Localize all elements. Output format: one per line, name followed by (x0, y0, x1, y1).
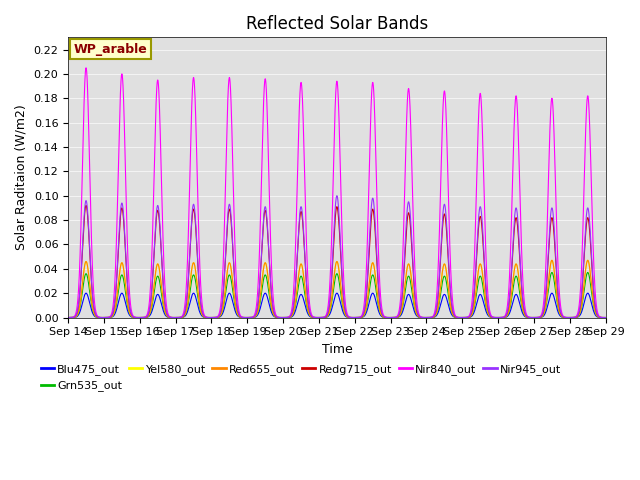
Redg715_out (64, 315, 72, 321)
Nir945_out (64, 315, 72, 321)
Grn535_out (64, 315, 72, 321)
Grn535_out (602, 315, 609, 321)
Line: Nir945_out: Nir945_out (68, 196, 605, 318)
Nir840_out (266, 194, 273, 200)
Red655_out (411, 304, 419, 310)
Grn535_out (488, 314, 495, 320)
Yel580_out (64, 315, 72, 321)
Nir945_out (333, 193, 340, 199)
Nir945_out (411, 291, 419, 297)
Nir945_out (600, 315, 607, 321)
Red655_out (602, 315, 609, 321)
Nir840_out (602, 315, 609, 321)
Blu475_out (64, 315, 72, 321)
Nir945_out (488, 314, 495, 320)
Red655_out (179, 314, 187, 320)
Nir945_out (494, 315, 502, 321)
Yel580_out (179, 314, 187, 320)
Grn535_out (179, 314, 187, 320)
Redg715_out (82, 203, 90, 208)
Nir840_out (82, 65, 90, 71)
Yel580_out (411, 304, 419, 310)
Line: Redg715_out: Redg715_out (68, 205, 605, 318)
Line: Blu475_out: Blu475_out (68, 293, 605, 318)
Grn535_out (266, 293, 273, 299)
Nir840_out (488, 313, 495, 319)
Redg715_out (266, 261, 273, 266)
Yel580_out (548, 257, 556, 263)
Nir945_out (602, 315, 609, 321)
Blu475_out (173, 315, 181, 321)
Nir840_out (530, 315, 538, 321)
Nir840_out (64, 315, 72, 321)
Red655_out (173, 315, 181, 321)
Nir840_out (173, 315, 181, 321)
Line: Grn535_out: Grn535_out (68, 273, 605, 318)
Nir945_out (179, 313, 187, 319)
Red655_out (136, 315, 143, 321)
Line: Red655_out: Red655_out (68, 260, 605, 318)
Red655_out (266, 287, 273, 293)
Blu475_out (412, 310, 419, 316)
Red655_out (488, 314, 495, 320)
Grn535_out (600, 315, 607, 321)
Blu475_out (488, 314, 495, 320)
Redg715_out (179, 313, 187, 319)
Grn535_out (411, 306, 419, 312)
Yel580_out (600, 315, 607, 321)
Redg715_out (488, 314, 495, 320)
Nir840_out (179, 311, 187, 317)
X-axis label: Time: Time (321, 343, 352, 356)
Redg715_out (173, 315, 181, 321)
Line: Nir840_out: Nir840_out (68, 68, 605, 318)
Yel580_out (602, 315, 609, 321)
Blu475_out (136, 315, 143, 321)
Blu475_out (602, 315, 609, 321)
Redg715_out (600, 315, 607, 321)
Title: Reflected Solar Bands: Reflected Solar Bands (246, 15, 428, 33)
Redg715_out (602, 315, 609, 321)
Yel580_out (136, 315, 143, 321)
Grn535_out (136, 315, 143, 321)
Legend: Blu475_out, Grn535_out, Yel580_out, Red655_out, Redg715_out, Nir840_out, Nir945_: Blu475_out, Grn535_out, Yel580_out, Red6… (36, 360, 566, 396)
Grn535_out (548, 270, 556, 276)
Yel580_out (488, 314, 495, 320)
Yel580_out (173, 315, 181, 321)
Blu475_out (266, 303, 273, 309)
Nir945_out (173, 315, 181, 321)
Blu475_out (82, 290, 90, 296)
Grn535_out (173, 315, 181, 321)
Red655_out (600, 315, 607, 321)
Text: WP_arable: WP_arable (74, 43, 147, 56)
Nir945_out (266, 258, 273, 264)
Red655_out (64, 315, 72, 321)
Nir840_out (411, 269, 419, 275)
Y-axis label: Solar Raditaion (W/m2): Solar Raditaion (W/m2) (15, 105, 28, 250)
Blu475_out (179, 314, 187, 320)
Redg715_out (494, 315, 502, 321)
Line: Yel580_out: Yel580_out (68, 260, 605, 318)
Blu475_out (600, 315, 607, 321)
Redg715_out (411, 294, 419, 300)
Nir840_out (600, 315, 607, 321)
Yel580_out (266, 287, 273, 293)
Red655_out (548, 257, 556, 263)
